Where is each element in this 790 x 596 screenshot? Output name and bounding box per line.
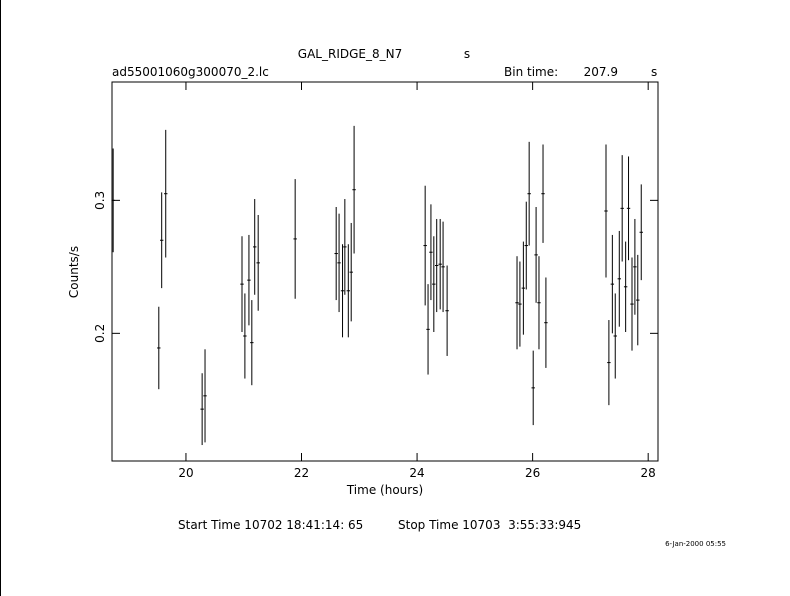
plot-frame xyxy=(111,81,659,462)
bin-time-unit: s xyxy=(651,65,657,79)
timestamp: 6-Jan-2000 05:55 xyxy=(665,540,726,548)
y-tick-label: 0.2 xyxy=(93,324,107,343)
x-tick-label: 22 xyxy=(294,466,309,480)
bin-time-label: Bin time: xyxy=(504,65,558,79)
start-time: Start Time 10702 18:41:14: 65 xyxy=(178,518,363,532)
stop-time: Stop Time 10703 3:55:33:945 xyxy=(398,518,581,532)
x-tick-label: 26 xyxy=(525,466,540,480)
x-tick-label: 20 xyxy=(178,466,193,480)
chart-title: GAL_RIDGE_8_N7 xyxy=(298,47,402,61)
x-tick-label: 28 xyxy=(641,466,656,480)
y-tick-label: 0.3 xyxy=(93,191,107,210)
x-axis-label: Time (hours) xyxy=(346,483,423,497)
y-axis-label: Counts/s xyxy=(67,246,81,298)
bin-time: 207.9 xyxy=(584,65,618,79)
x-tick-label: 24 xyxy=(409,466,424,480)
title-unit: s xyxy=(464,47,470,61)
file-name: ad55001060g300070_2.lc xyxy=(112,65,269,79)
